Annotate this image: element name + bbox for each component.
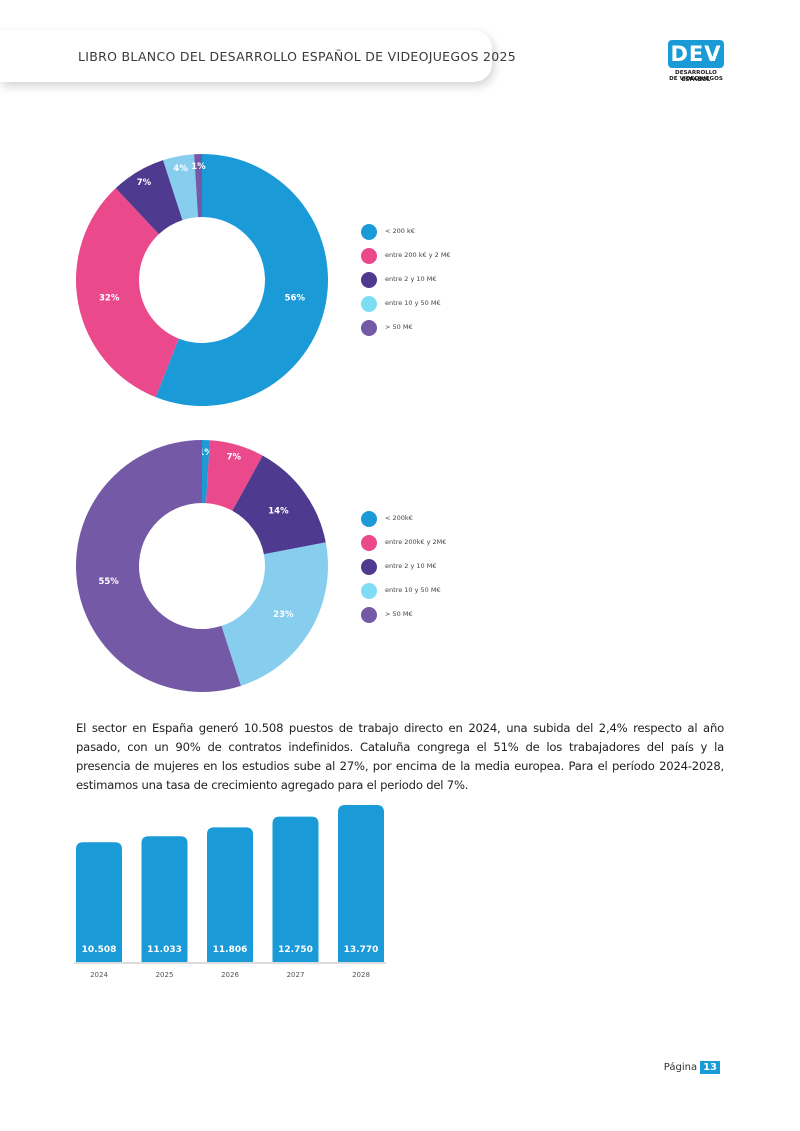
header-title: LIBRO BLANCO DEL DESARROLLO ESPAÑOL DE V… xyxy=(78,49,517,64)
legend-2-swatch-0 xyxy=(361,511,377,527)
legend-1-label-0: < 200 k€ xyxy=(385,227,415,235)
bar-2025 xyxy=(141,836,188,962)
bar-value-2024: 10.508 xyxy=(82,945,117,955)
legend-2-label-0: < 200k€ xyxy=(385,514,413,522)
legend-2-item-4: > 50 M€ xyxy=(361,607,581,623)
donut-chart-revenue: 56% 32% 7% 4% 1% xyxy=(75,154,329,406)
bar-category-2025: 2025 xyxy=(156,971,174,979)
legend-2-item-0: < 200k€ xyxy=(361,511,581,527)
bar-value-2025: 11.033 xyxy=(147,945,182,955)
donut-2-label-2: 14% xyxy=(268,506,289,516)
bar-value-2027: 12.750 xyxy=(278,945,313,955)
legend-2-swatch-3 xyxy=(361,583,377,599)
donut-2-label-1: 7% xyxy=(227,453,242,463)
donut-1-label-0: 56% xyxy=(285,294,306,304)
bar-2027 xyxy=(272,816,319,962)
donut-2-slice-3 xyxy=(221,542,329,686)
legend-2-label-4: > 50 M€ xyxy=(385,610,413,618)
bar-2028 xyxy=(338,805,384,962)
legend-1-label-4: > 50 M€ xyxy=(385,323,413,331)
legend-1-item-4: > 50 M€ xyxy=(361,320,581,336)
legend-1-item-0: < 200 k€ xyxy=(361,224,581,240)
legend-1-label-1: entre 200 k€ y 2 M€ xyxy=(385,251,451,259)
bar-value-2026: 11.806 xyxy=(213,945,248,955)
donut-2-label-0: 1% xyxy=(198,448,213,458)
bar-chart-employment: 10.508 2024 11.033 2025 11.806 2026 12.750 2027… xyxy=(74,805,386,979)
donut-2-slice-2 xyxy=(232,455,326,555)
donut-1-slice-0 xyxy=(155,154,329,406)
logo-line-1: DESARROLLO ESPAÑOL xyxy=(675,70,717,83)
bar-2026 xyxy=(207,827,253,962)
legend-1-swatch-3 xyxy=(361,296,377,312)
donut-1-label-1: 32% xyxy=(99,294,120,304)
legend-2-label-3: entre 10 y 50 M€ xyxy=(385,586,441,594)
donut-1-slice-4 xyxy=(194,154,202,218)
bar-value-2028: 13.770 xyxy=(344,945,379,955)
page-number: Página 13 xyxy=(664,1061,720,1074)
header-bar xyxy=(0,30,492,82)
donut-1-slice-3 xyxy=(163,154,199,221)
legend-1-item-2: entre 2 y 10 M€ xyxy=(361,272,581,288)
legend-2-swatch-4 xyxy=(361,607,377,623)
legend-2-item-3: entre 10 y 50 M€ xyxy=(361,583,581,599)
legend-2-swatch-2 xyxy=(361,559,377,575)
legend-1-item-3: entre 10 y 50 M€ xyxy=(361,296,581,312)
bar-category-2028: 2028 xyxy=(352,971,370,979)
donut-chart-employees: 1% 7% 14% 23% 55% xyxy=(76,440,329,692)
legend-1-swatch-4 xyxy=(361,320,377,336)
legend-1-label-3: entre 10 y 50 M€ xyxy=(385,299,441,307)
donut-2-slice-1 xyxy=(205,440,263,511)
bar-category-2027: 2027 xyxy=(287,971,305,979)
donut-1-slice-1 xyxy=(75,188,179,398)
legend-1-label-2: entre 2 y 10 M€ xyxy=(385,275,437,283)
donut-1-label-4: 1% xyxy=(191,162,206,172)
legend-1-swatch-2 xyxy=(361,272,377,288)
legend-1-swatch-0 xyxy=(361,224,377,240)
bar-2024 xyxy=(76,842,122,962)
legend-2-item-1: entre 200k€ y 2M€ xyxy=(361,535,581,551)
bar-category-2026: 2026 xyxy=(221,971,239,979)
donut-1-label-2: 7% xyxy=(137,178,152,188)
dev-logo: DEV DESARROLLO ESPAÑOL DE VIDEOJUEGOS xyxy=(666,40,726,86)
legend-2-label-1: entre 200k€ y 2M€ xyxy=(385,538,447,546)
bar-category-2024: 2024 xyxy=(90,971,108,979)
body-paragraph: El sector en España generó 10.508 puesto… xyxy=(76,721,724,792)
legend-1-swatch-1 xyxy=(361,248,377,264)
donut-1-label-3: 4% xyxy=(173,164,188,174)
donut-2-label-4: 55% xyxy=(98,577,119,587)
donut-1-slice-2 xyxy=(115,160,183,235)
donut-2-slice-0 xyxy=(202,440,210,504)
legend-1-item-1: entre 200 k€ y 2 M€ xyxy=(361,248,581,264)
page-number-value: 13 xyxy=(700,1061,720,1074)
logo-mark: DEV xyxy=(668,40,724,68)
page-label: Página xyxy=(663,1062,698,1073)
legend-2-swatch-1 xyxy=(361,535,377,551)
donut-2-label-3: 23% xyxy=(273,610,294,620)
legend-2-item-2: entre 2 y 10 M€ xyxy=(361,559,581,575)
legend-2-label-2: entre 2 y 10 M€ xyxy=(385,562,437,570)
logo-line-2: DE VIDEOJUEGOS xyxy=(669,76,723,82)
donut-2-slice-4 xyxy=(76,440,241,692)
